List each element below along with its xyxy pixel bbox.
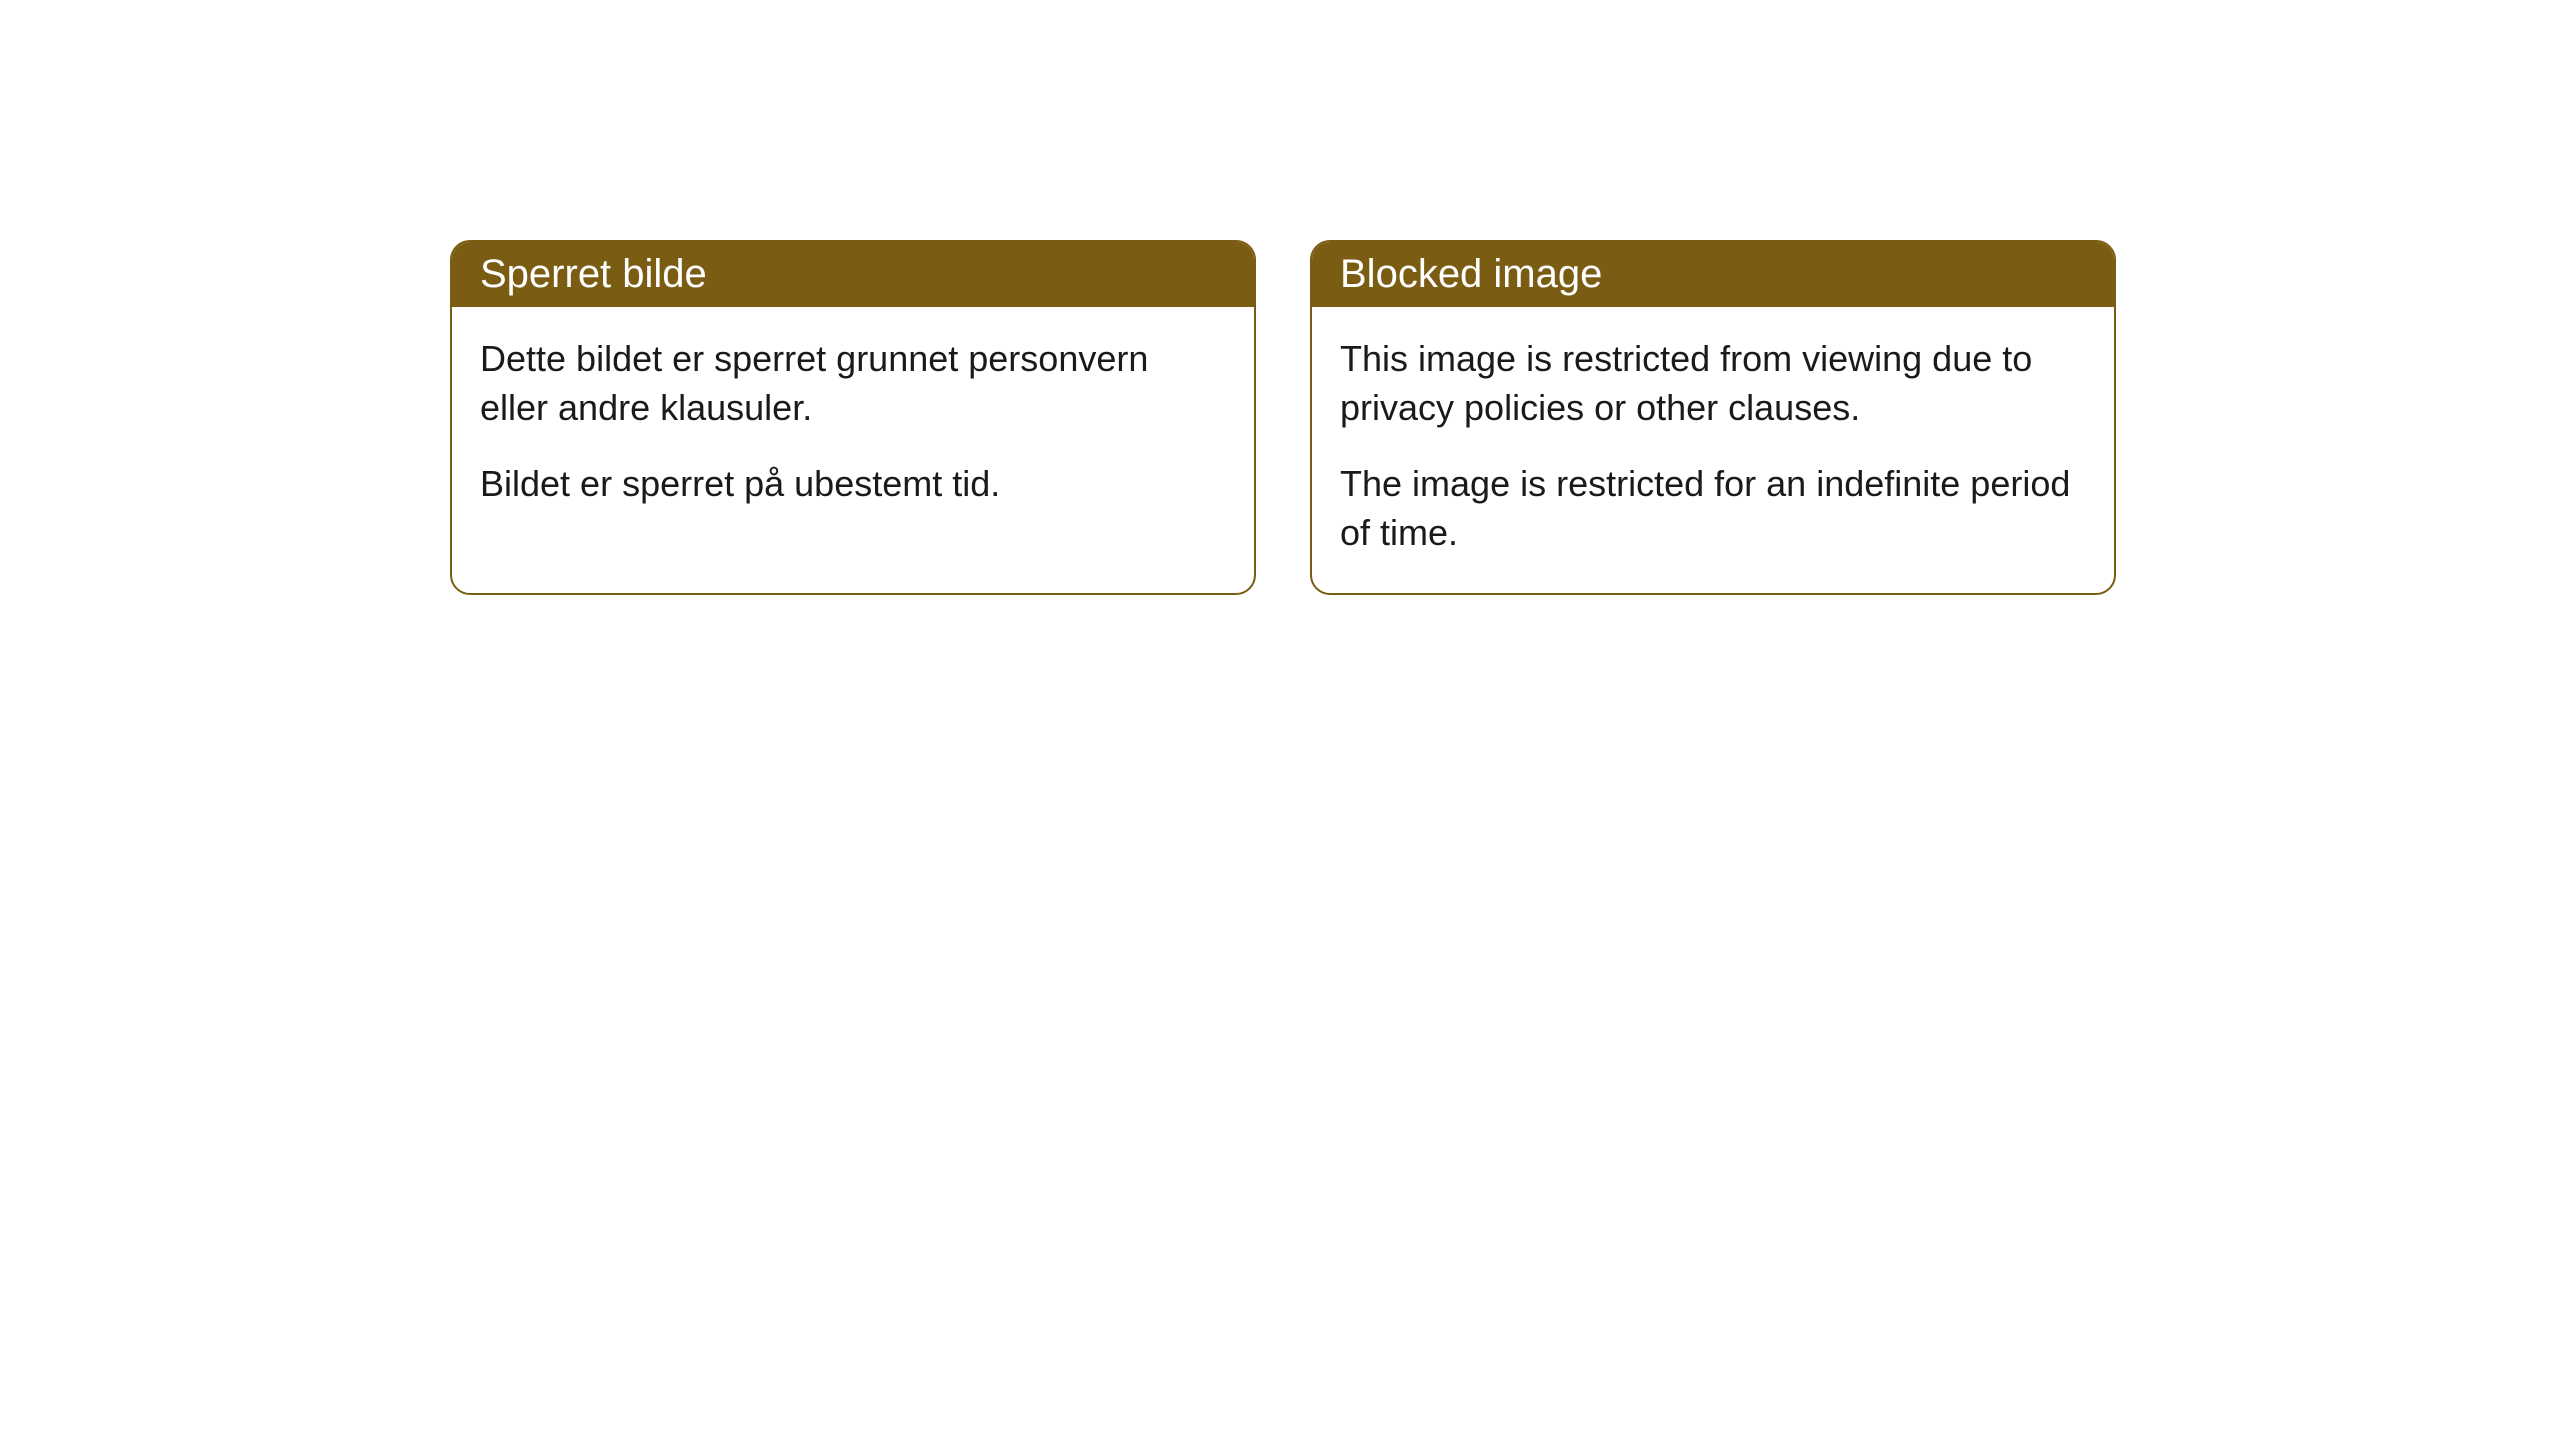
card-paragraph-2: The image is restricted for an indefinit…: [1340, 460, 2086, 557]
card-body-norwegian: Dette bildet er sperret grunnet personve…: [452, 307, 1254, 545]
card-paragraph-2: Bildet er sperret på ubestemt tid.: [480, 460, 1226, 509]
card-title: Sperret bilde: [480, 252, 707, 296]
card-paragraph-1: Dette bildet er sperret grunnet personve…: [480, 335, 1226, 432]
notice-container: Sperret bilde Dette bildet er sperret gr…: [0, 0, 2560, 595]
card-header-norwegian: Sperret bilde: [452, 242, 1254, 307]
notice-card-english: Blocked image This image is restricted f…: [1310, 240, 2116, 595]
card-paragraph-1: This image is restricted from viewing du…: [1340, 335, 2086, 432]
card-title: Blocked image: [1340, 252, 1602, 296]
card-header-english: Blocked image: [1312, 242, 2114, 307]
card-body-english: This image is restricted from viewing du…: [1312, 307, 2114, 593]
notice-card-norwegian: Sperret bilde Dette bildet er sperret gr…: [450, 240, 1256, 595]
